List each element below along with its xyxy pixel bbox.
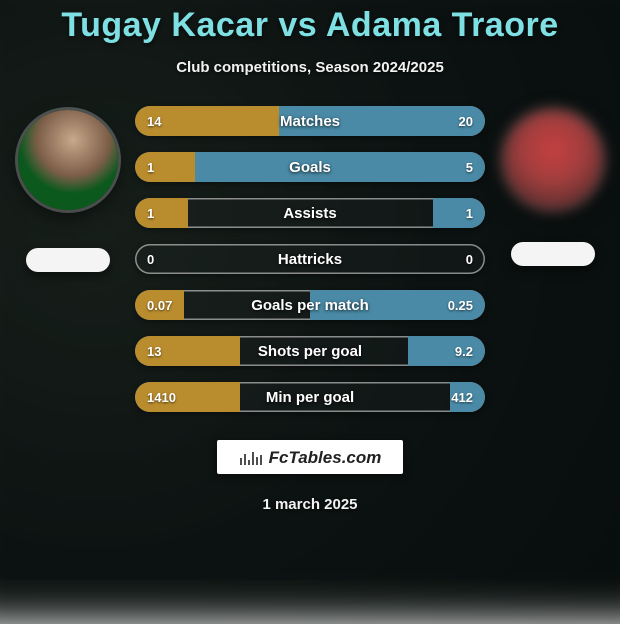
stat-value-left: 1 bbox=[135, 152, 166, 182]
stat-row: 139.2Shots per goal bbox=[135, 336, 485, 366]
main-row: 1420Matches15Goals11Assists00Hattricks0.… bbox=[0, 110, 620, 412]
stat-value-left: 1 bbox=[135, 198, 166, 228]
date-text: 1 march 2025 bbox=[262, 496, 357, 513]
stats-container: 1420Matches15Goals11Assists00Hattricks0.… bbox=[135, 106, 485, 412]
stat-value-right: 20 bbox=[447, 106, 485, 136]
stat-row: 11Assists bbox=[135, 198, 485, 228]
page-title: Tugay Kacar vs Adama Traore bbox=[61, 6, 558, 45]
player-right-column bbox=[495, 110, 610, 266]
branding-badge: FcTables.com bbox=[217, 440, 404, 474]
stat-row: 1420Matches bbox=[135, 106, 485, 136]
player-right-flag bbox=[511, 242, 595, 266]
stat-row: 0.070.25Goals per match bbox=[135, 290, 485, 320]
stat-row: 15Goals bbox=[135, 152, 485, 182]
comparison-card: Tugay Kacar vs Adama Traore Club competi… bbox=[0, 0, 620, 580]
player-left-flag bbox=[26, 248, 110, 272]
subtitle: Club competitions, Season 2024/2025 bbox=[176, 59, 444, 76]
player-left-avatar bbox=[18, 110, 118, 210]
stat-value-right: 0 bbox=[454, 244, 485, 274]
stat-value-left: 1410 bbox=[135, 382, 188, 412]
stat-value-left: 13 bbox=[135, 336, 173, 366]
stat-value-right: 0.25 bbox=[436, 290, 485, 320]
stat-value-left: 0 bbox=[135, 244, 166, 274]
player-left-column bbox=[10, 110, 125, 272]
stat-bar-right bbox=[195, 152, 486, 182]
stat-row: 1410412Min per goal bbox=[135, 382, 485, 412]
chart-icon bbox=[239, 449, 263, 467]
stat-label: Hattricks bbox=[135, 244, 485, 274]
stat-value-right: 9.2 bbox=[443, 336, 485, 366]
player-right-avatar bbox=[503, 110, 603, 210]
stat-value-right: 5 bbox=[454, 152, 485, 182]
stat-value-left: 14 bbox=[135, 106, 173, 136]
stat-value-right: 412 bbox=[439, 382, 485, 412]
stat-row: 0 0Hattricks bbox=[135, 244, 485, 274]
stat-value-right: 1 bbox=[454, 198, 485, 228]
stat-value-left: 0.07 bbox=[135, 290, 184, 320]
branding-text: FcTables.com bbox=[269, 448, 382, 468]
